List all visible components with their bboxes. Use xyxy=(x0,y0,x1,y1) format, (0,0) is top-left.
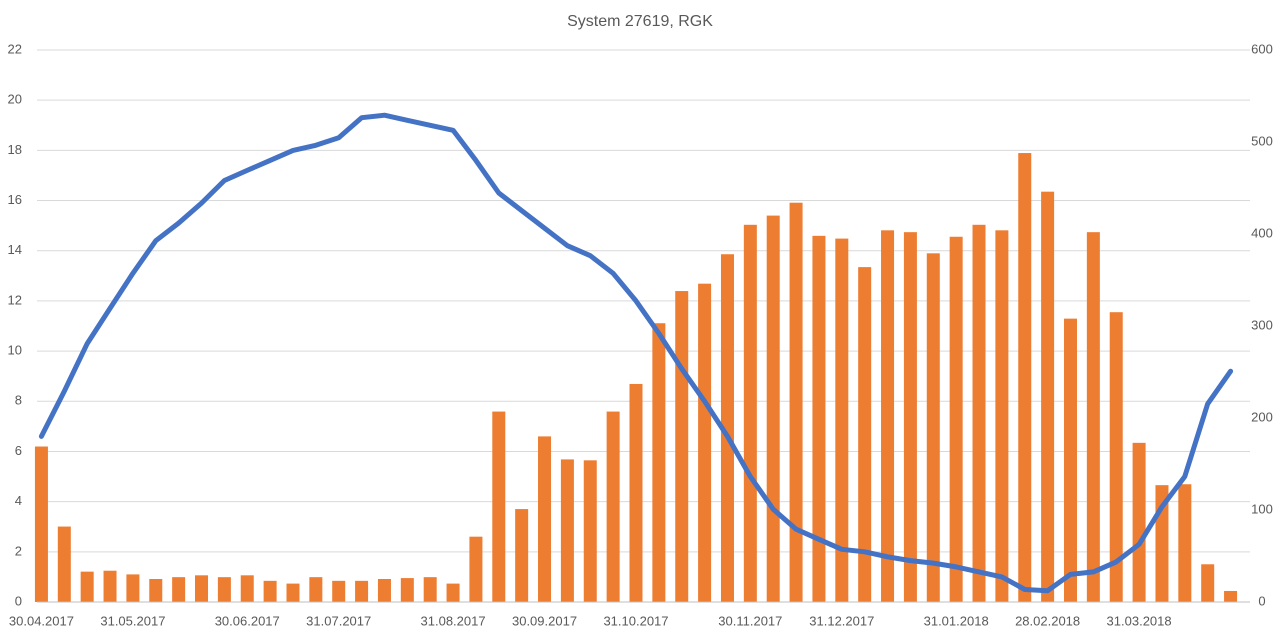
bar xyxy=(195,575,209,602)
bar xyxy=(423,577,437,602)
bar xyxy=(583,460,597,602)
y-tick-label: 0 xyxy=(15,593,22,608)
x-tick-label: 31.07.2017 xyxy=(306,613,371,628)
bar xyxy=(812,235,826,602)
bar xyxy=(34,446,48,602)
bar xyxy=(858,267,872,602)
bar xyxy=(309,577,323,602)
bar xyxy=(469,536,483,602)
y-tick-label: 22 xyxy=(8,41,22,56)
bar xyxy=(629,383,643,602)
bar xyxy=(675,291,689,602)
bar xyxy=(652,323,666,602)
y-tick-label: 12 xyxy=(8,292,22,307)
bar xyxy=(835,238,849,602)
y-tick-label: 8 xyxy=(15,393,22,408)
x-tick-label: 31.01.2018 xyxy=(924,613,989,628)
bar xyxy=(1224,590,1238,602)
chart-title: System 27619, RGK xyxy=(567,13,713,30)
bar xyxy=(926,253,940,602)
bar xyxy=(217,577,231,602)
bar xyxy=(172,577,186,602)
y2-tick-label: 200 xyxy=(1251,409,1273,424)
bar xyxy=(560,459,574,602)
bar xyxy=(1132,442,1146,602)
y2-tick-label: 600 xyxy=(1251,41,1273,56)
y2-tick-label: 300 xyxy=(1251,317,1273,332)
x-tick-label: 31.10.2017 xyxy=(603,613,668,628)
bar xyxy=(240,575,254,602)
bar xyxy=(515,509,529,602)
bar xyxy=(400,578,414,602)
bar xyxy=(80,571,94,602)
y-tick-label: 4 xyxy=(15,493,22,508)
y-tick-label: 16 xyxy=(8,192,22,207)
bar xyxy=(1178,484,1192,602)
x-tick-label: 31.12.2017 xyxy=(809,613,874,628)
bar xyxy=(881,230,895,602)
x-tick-label: 31.05.2017 xyxy=(100,613,165,628)
bar xyxy=(1041,191,1055,602)
y2-tick-label: 0 xyxy=(1258,593,1265,608)
bar xyxy=(743,224,757,603)
bar xyxy=(995,230,1009,602)
x-tick-label: 31.03.2018 xyxy=(1107,613,1172,628)
bar xyxy=(1086,232,1100,602)
y-tick-label: 10 xyxy=(8,343,22,358)
bar xyxy=(1018,153,1032,603)
bar xyxy=(355,580,369,602)
bar xyxy=(1109,312,1123,602)
x-tick-label: 30.11.2017 xyxy=(718,613,782,628)
y2-tick-label: 400 xyxy=(1251,225,1273,240)
bar xyxy=(286,583,300,602)
y-tick-label: 18 xyxy=(8,142,22,157)
line xyxy=(38,112,1234,594)
bar xyxy=(446,583,460,602)
x-tick-label: 30.06.2017 xyxy=(215,613,280,628)
bar xyxy=(1063,318,1077,602)
bar xyxy=(949,236,963,602)
bar xyxy=(606,411,620,602)
bar xyxy=(149,579,163,602)
y-tick-label: 14 xyxy=(8,242,22,257)
x-tick-label: 28.02.2018 xyxy=(1015,613,1080,628)
x-tick-label: 30.04.2017 xyxy=(9,613,74,628)
y-tick-label: 2 xyxy=(15,543,22,558)
bar xyxy=(263,580,277,602)
bar xyxy=(720,254,734,603)
bar xyxy=(377,579,391,602)
y2-tick-label: 500 xyxy=(1251,133,1273,148)
y-tick-label: 6 xyxy=(15,443,22,458)
bar xyxy=(126,574,140,602)
y2-tick-label: 100 xyxy=(1251,501,1273,516)
bar xyxy=(789,202,803,602)
x-tick-label: 30.09.2017 xyxy=(512,613,577,628)
bar xyxy=(103,570,117,602)
y-tick-label: 20 xyxy=(8,92,22,107)
bar xyxy=(538,436,552,602)
bar xyxy=(698,283,712,602)
bar xyxy=(492,411,506,602)
bar xyxy=(57,526,71,602)
bar xyxy=(1201,564,1215,602)
bar xyxy=(972,224,986,603)
x-tick-label: 31.08.2017 xyxy=(421,613,486,628)
bar xyxy=(903,232,917,602)
bar xyxy=(332,580,346,602)
bar xyxy=(766,215,780,602)
